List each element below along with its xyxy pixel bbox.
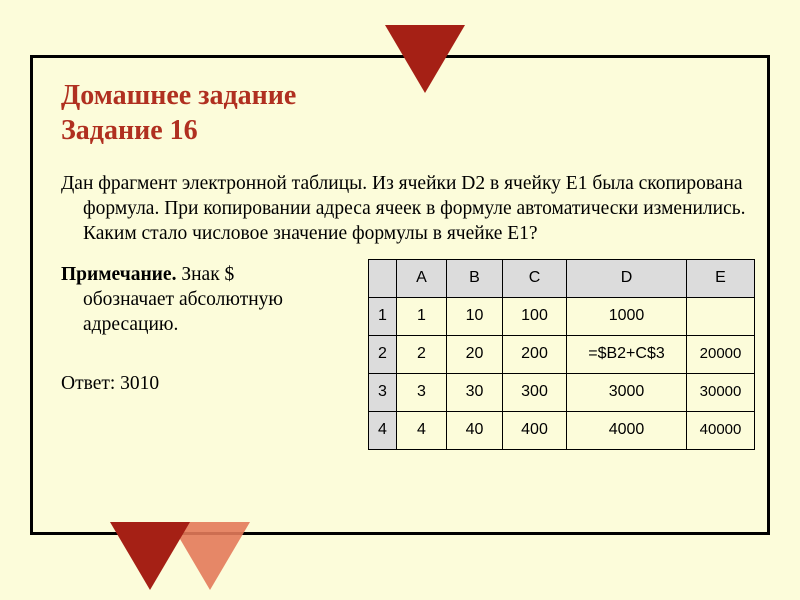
- cell: 3000: [567, 373, 687, 411]
- col-header-e: E: [687, 259, 755, 297]
- cell: 30: [447, 373, 503, 411]
- table-row: 4 4 40 400 4000 40000: [369, 411, 755, 449]
- content-frame: Домашнее задание Задание 16 Дан фрагмент…: [30, 55, 770, 535]
- cell: 1: [397, 297, 447, 335]
- row-head: 4: [369, 411, 397, 449]
- table-row: 3 3 30 300 3000 30000: [369, 373, 755, 411]
- table-row: 2 2 20 200 =$B2+C$3 20000: [369, 335, 755, 373]
- col-header-b: B: [447, 259, 503, 297]
- row-head: 3: [369, 373, 397, 411]
- col-header-a: A: [397, 259, 447, 297]
- decor-triangle-top: [385, 25, 465, 93]
- table-header-row: A B C D E: [369, 259, 755, 297]
- row-head: 1: [369, 297, 397, 335]
- cell: 3: [397, 373, 447, 411]
- cell: 100: [503, 297, 567, 335]
- cell: 2: [397, 335, 447, 373]
- cell: =$B2+C$3: [567, 335, 687, 373]
- cell: [687, 297, 755, 335]
- note-block: Примечание. Знак $ обозначает абсолютную…: [61, 263, 321, 338]
- cell: 300: [503, 373, 567, 411]
- cell: 4: [397, 411, 447, 449]
- table-row: 1 1 10 100 1000: [369, 297, 755, 335]
- col-header-d: D: [567, 259, 687, 297]
- spreadsheet-table: A B C D E 1 1 10 100 1000 2 2 20 200 =$B…: [368, 259, 755, 450]
- col-header-blank: [369, 259, 397, 297]
- cell: 40000: [687, 411, 755, 449]
- title-line-1: Домашнее задание: [61, 80, 296, 111]
- cell: 200: [503, 335, 567, 373]
- left-column: Примечание. Знак $ обозначает абсолютную…: [61, 263, 321, 397]
- cell: 1000: [567, 297, 687, 335]
- question-text: Дан фрагмент электронной таблицы. Из яче…: [61, 172, 761, 247]
- cell: 20000: [687, 335, 755, 373]
- answer-text: Ответ: 3010: [61, 372, 321, 397]
- cell: 10: [447, 297, 503, 335]
- col-header-c: C: [503, 259, 567, 297]
- table-body: 1 1 10 100 1000 2 2 20 200 =$B2+C$3 2000…: [369, 297, 755, 449]
- row-head: 2: [369, 335, 397, 373]
- cell: 20: [447, 335, 503, 373]
- title-line-2: Задание 16: [61, 115, 198, 146]
- cell: 4000: [567, 411, 687, 449]
- note-label: Примечание.: [61, 264, 176, 285]
- cell: 40: [447, 411, 503, 449]
- decor-triangle-bottom-dark: [110, 522, 190, 590]
- cell: 30000: [687, 373, 755, 411]
- cell: 400: [503, 411, 567, 449]
